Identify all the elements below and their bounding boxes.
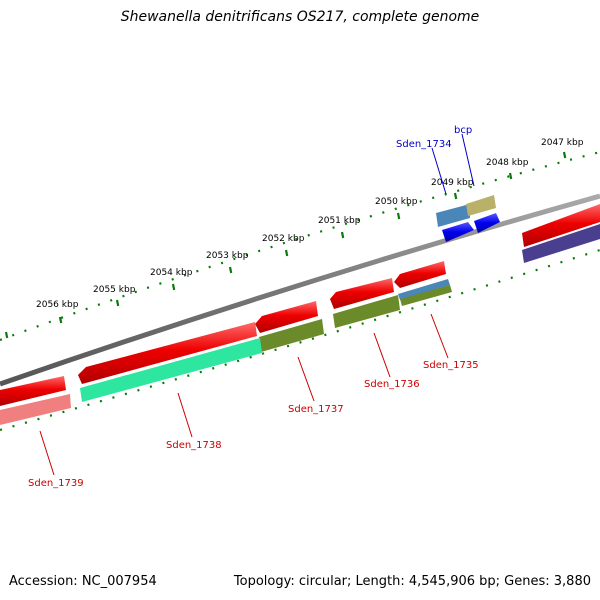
tick-label-2050: 2050 kbp [375,197,418,207]
gene-bar-sden-1734 [436,204,470,227]
major-tick-3 [396,212,401,220]
cds-sden-1738 [78,322,257,384]
label-leader-lines [39,133,475,476]
gene-label-sden-1739[interactable]: Sden_1739 [28,478,84,489]
major-tick-8 [115,299,120,307]
cds-sden-1739 [0,376,66,406]
gene-bar-forward-right-edge [522,224,600,263]
gene-label-sden-1736[interactable]: Sden_1736 [364,379,420,390]
gene-bar-sden-1738 [80,338,262,402]
gene-bar-sden-1735 [398,279,450,300]
cds-sden-1737 [255,301,318,333]
gene-label-bcp[interactable]: bcp [454,125,472,136]
gene-bar-sden-1736 [333,295,400,328]
reverse-strand-features [0,261,452,425]
tick-label-2053: 2053 kbp [206,251,249,261]
major-tick-1 [508,172,513,180]
inner-tick-track [0,248,600,432]
cds-sden-1734 [442,222,474,242]
major-tick-7 [171,283,176,291]
tick-label-2056: 2056 kbp [36,300,79,310]
genome-stats-text: Topology: circular; Length: 4,545,906 bp… [233,574,591,589]
tick-label-2048: 2048 kbp [486,158,529,168]
major-tick-5 [284,249,289,257]
tick-label-2049: 2049 kbp [431,178,474,188]
tick-label-2054: 2054 kbp [150,268,193,278]
gene-label-sden-1735[interactable]: Sden_1735 [423,360,479,371]
major-tick-2 [453,192,458,200]
tick-label-2055: 2055 kbp [93,285,136,295]
gene-bar-sden-1735-b [400,285,452,306]
genome-title: Shewanella denitrificans OS217, complete… [120,9,480,25]
major-tick-marks [4,151,567,339]
tick-label-2052: 2052 kbp [262,234,305,244]
forward-strand-features [436,195,600,263]
cds-forward-right-edge [522,204,600,247]
gene-bar-sden-1737 [259,319,324,352]
major-tick-10 [4,331,9,339]
gene-bar-sden-1739 [0,394,71,425]
cds-bcp [474,213,500,233]
major-tick-0 [562,151,567,159]
major-tick-9 [58,316,63,324]
major-tick-4 [340,231,345,239]
genome-backbone [0,193,600,387]
gene-label-sden-1738[interactable]: Sden_1738 [166,440,222,451]
major-tick-6 [228,266,233,274]
gene-labels: bcp Sden_1734 Sden_1735 Sden_1736 Sden_1… [28,125,479,489]
cds-sden-1736 [330,278,394,309]
tick-label-2051: 2051 kbp [318,216,361,226]
accession-text: Accession: NC_007954 [9,574,157,589]
tick-labels: 2047 kbp 2048 kbp 2049 kbp 2050 kbp 2051… [36,138,584,310]
gene-label-sden-1737[interactable]: Sden_1737 [288,404,344,415]
tick-label-2047: 2047 kbp [541,138,584,148]
gene-label-sden-1734[interactable]: Sden_1734 [396,139,452,150]
cds-sden-1735 [394,261,446,288]
gene-bar-bcp [466,195,496,216]
